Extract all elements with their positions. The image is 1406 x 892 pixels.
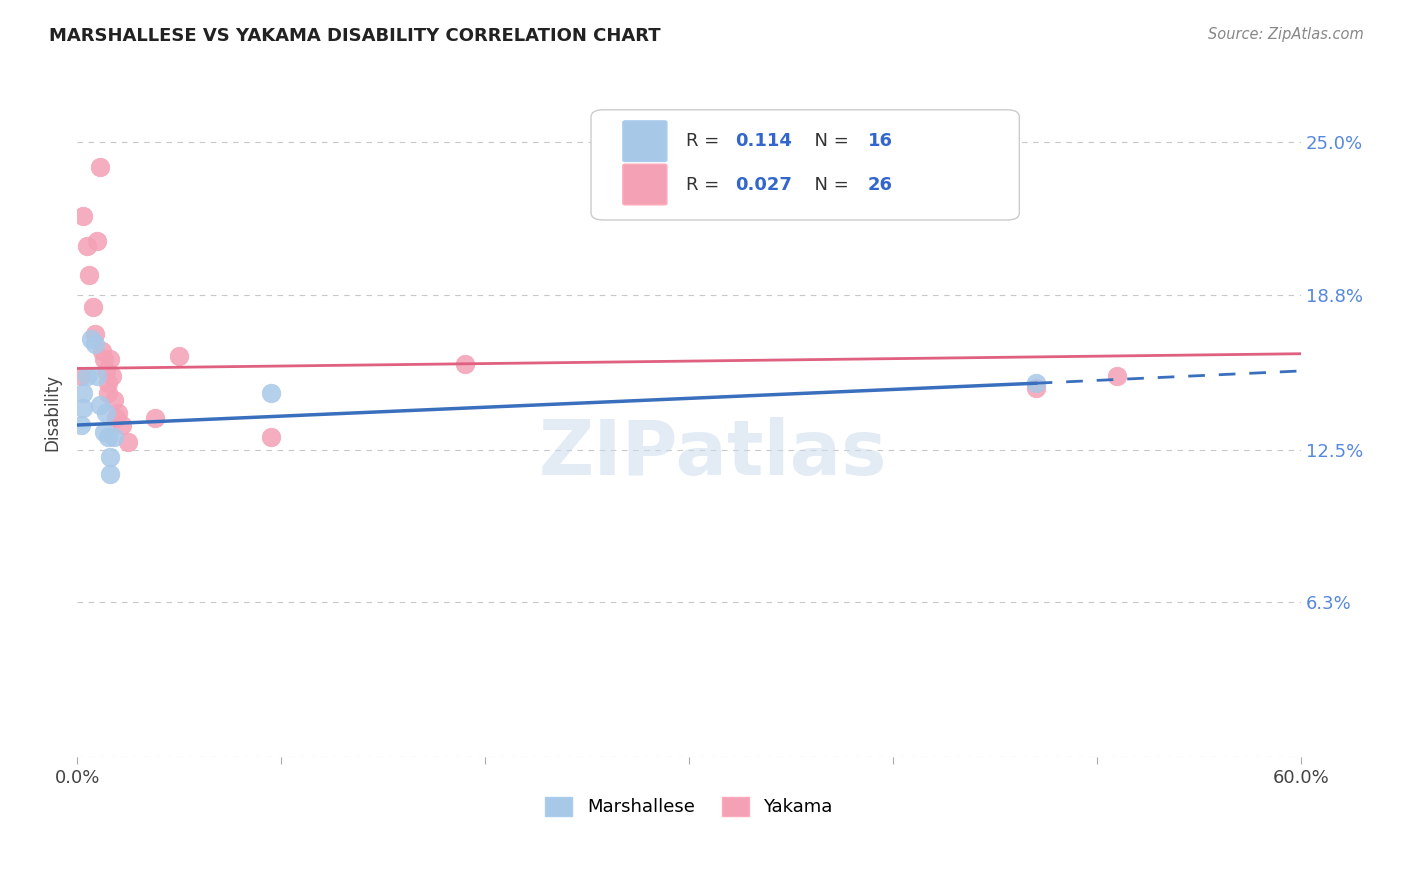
Point	[76, 368, 98, 383]
Point	[143, 410, 166, 425]
Point	[80, 332, 103, 346]
Point	[98, 351, 121, 366]
Point	[167, 349, 190, 363]
Point	[82, 300, 104, 314]
Point	[111, 417, 134, 432]
Point	[107, 406, 129, 420]
Point	[1107, 368, 1129, 383]
Point	[93, 425, 115, 440]
Point	[84, 327, 107, 342]
Point	[117, 435, 139, 450]
Point	[89, 160, 111, 174]
Text: Source: ZipAtlas.com: Source: ZipAtlas.com	[1208, 27, 1364, 42]
Text: R =: R =	[686, 132, 725, 150]
Text: 0.114: 0.114	[735, 132, 793, 150]
Point	[86, 368, 108, 383]
Point	[72, 401, 94, 415]
Y-axis label: Disability: Disability	[44, 374, 60, 451]
Point	[98, 450, 121, 464]
Point	[90, 344, 112, 359]
Point	[103, 393, 125, 408]
Text: N =: N =	[803, 132, 855, 150]
Point	[94, 364, 117, 378]
Point	[103, 430, 125, 444]
Text: R =: R =	[686, 176, 725, 194]
Point	[86, 234, 108, 248]
Legend: Marshallese, Yakama: Marshallese, Yakama	[538, 789, 839, 823]
Point	[70, 368, 93, 383]
FancyBboxPatch shape	[591, 110, 1019, 220]
Point	[72, 209, 94, 223]
Text: MARSHALLESE VS YAKAMA DISABILITY CORRELATION CHART: MARSHALLESE VS YAKAMA DISABILITY CORRELA…	[49, 27, 661, 45]
Point	[453, 357, 475, 371]
Point	[79, 268, 101, 282]
Point	[70, 417, 93, 432]
Point	[93, 351, 115, 366]
Point	[76, 238, 98, 252]
Point	[260, 430, 283, 444]
Point	[89, 398, 111, 412]
Point	[97, 376, 120, 391]
Point	[1025, 376, 1047, 391]
Text: 16: 16	[868, 132, 893, 150]
Point	[100, 368, 122, 383]
Point	[260, 386, 283, 401]
Point	[97, 430, 120, 444]
Text: 26: 26	[868, 176, 893, 194]
Point	[1025, 381, 1047, 395]
Point	[84, 337, 107, 351]
Point	[98, 467, 121, 482]
Text: N =: N =	[803, 176, 855, 194]
FancyBboxPatch shape	[623, 120, 666, 161]
Point	[104, 410, 127, 425]
Text: ZIPatlas: ZIPatlas	[538, 417, 887, 491]
FancyBboxPatch shape	[623, 164, 666, 205]
Point	[72, 386, 94, 401]
Text: 0.027: 0.027	[735, 176, 793, 194]
Point	[97, 386, 120, 401]
Point	[94, 406, 117, 420]
